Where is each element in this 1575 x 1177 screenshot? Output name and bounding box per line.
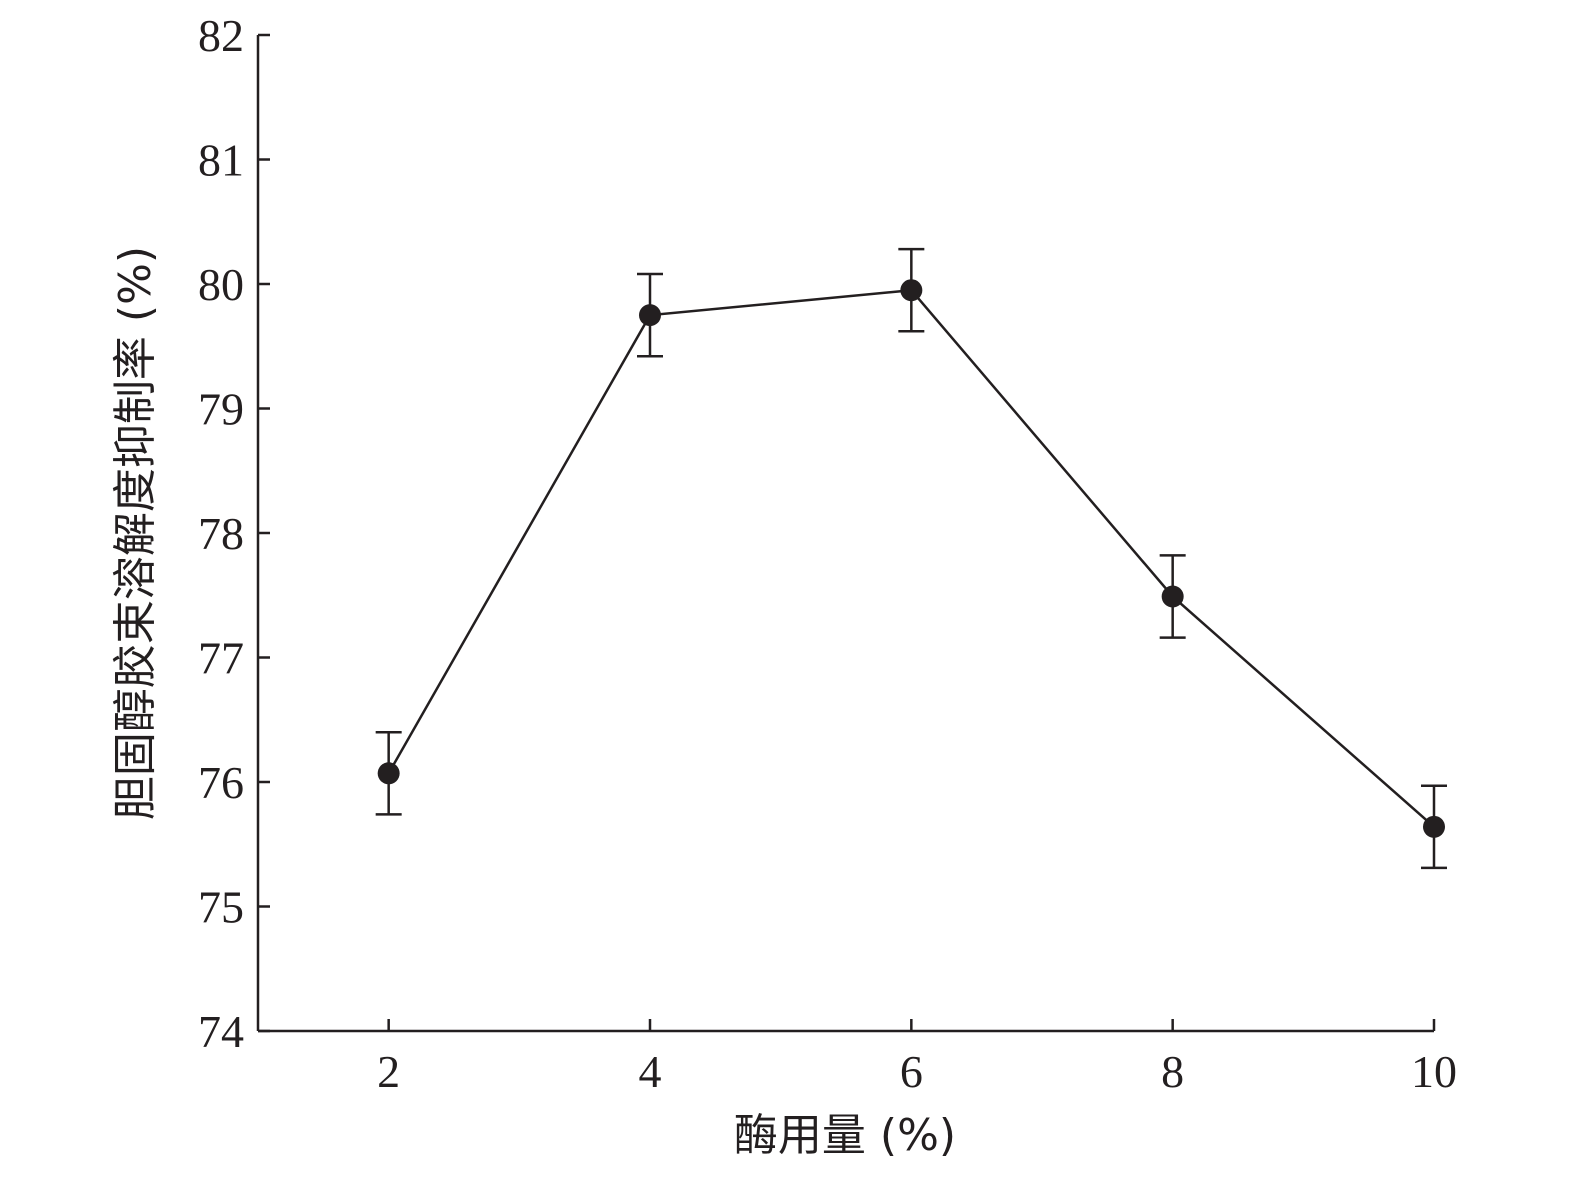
data-point (1423, 815, 1445, 838)
data-point (1161, 585, 1184, 608)
y-tick-label: 74 (198, 1006, 244, 1057)
y-tick-label: 81 (198, 135, 244, 186)
y-axis-ticks: 74 75 76 77 78 79 80 81 82 (198, 10, 270, 1057)
data-point (900, 279, 923, 302)
x-tick-label: 6 (900, 1046, 923, 1097)
x-tick-label: 10 (1411, 1046, 1457, 1097)
y-axis-label: 胆固醇胶束溶解度抑制率 (%) (110, 246, 161, 820)
x-axis-label: 酶用量 (%) (734, 1110, 956, 1161)
x-tick-label: 8 (1161, 1046, 1184, 1097)
x-tick-label: 4 (639, 1046, 662, 1097)
y-tick-label: 76 (198, 757, 244, 808)
x-axis-ticks: 2 4 6 8 10 (377, 1019, 1457, 1097)
y-tick-label: 82 (198, 10, 244, 61)
series-layer (375, 247, 1447, 870)
y-tick-label: 78 (198, 508, 244, 559)
axes (256, 35, 1434, 1033)
series-line (387, 288, 1435, 828)
y-tick-label: 75 (198, 882, 244, 933)
y-tick-label: 77 (198, 633, 244, 684)
data-point (377, 762, 400, 785)
x-tick-label: 2 (377, 1046, 400, 1097)
data-point (639, 304, 661, 327)
y-tick-label: 79 (198, 384, 244, 435)
y-tick-label: 80 (198, 259, 244, 310)
